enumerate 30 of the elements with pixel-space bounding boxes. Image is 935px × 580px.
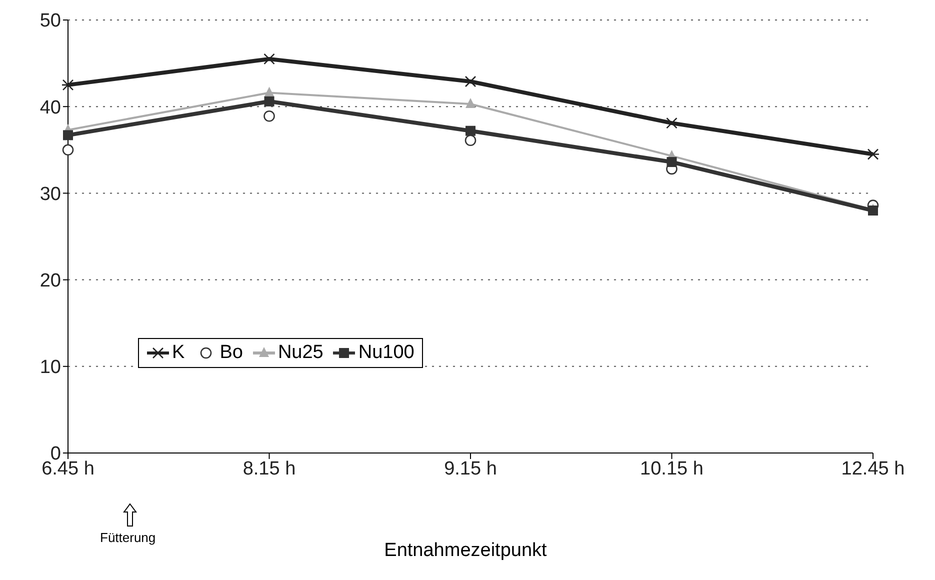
point [262,53,276,65]
x-axis-title: Entnahmezeitpunkt [384,540,547,561]
y-tick-label: 0 [50,444,61,465]
point [61,79,75,91]
point [264,110,275,122]
x-tick-label: 12.45 h [841,458,905,480]
point [866,148,880,160]
point [665,117,678,129]
legend-label: K [171,342,185,364]
point [264,86,274,97]
point [466,126,476,136]
point [464,134,476,146]
x-tick-label: 9.15 h [444,458,497,480]
text: Fütterung [100,530,156,545]
y-tick-label: 20 [40,270,61,292]
legend-label: Nu25 [276,342,324,364]
point [62,144,74,156]
y-tick-label: 10 [40,357,61,378]
point [264,96,274,106]
point [63,130,73,140]
legend-label: Bo [218,342,243,364]
point [464,76,478,88]
x-tick-label: 8.15 h [242,458,296,480]
legend-label: Nu100 [357,342,414,364]
point [666,157,677,168]
y-tick-label: 30 [40,184,61,205]
y-tick-label: 40 [40,97,61,118]
y-tick-label: 50 [40,10,61,32]
x-tick-label: 10.15 h [640,458,704,480]
point [466,98,476,108]
